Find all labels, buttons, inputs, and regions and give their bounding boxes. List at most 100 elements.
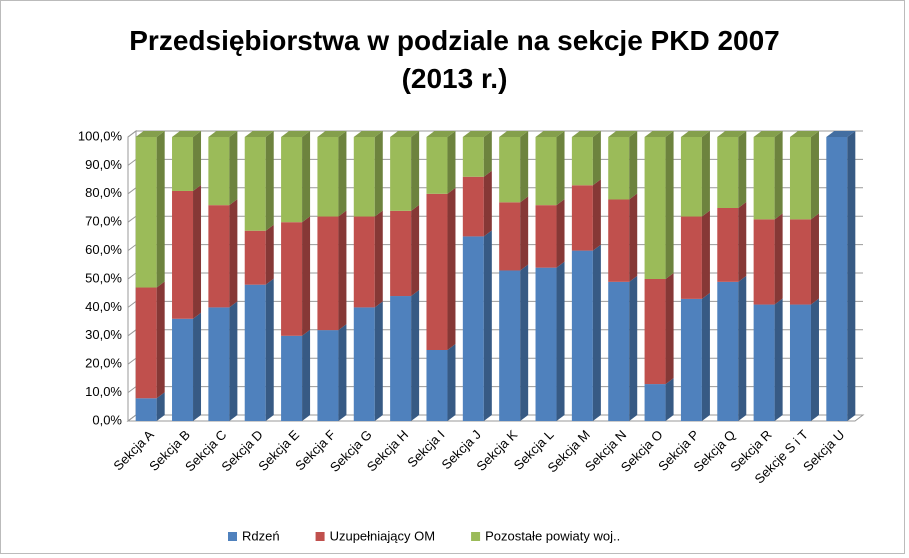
- bar-top: [462, 131, 492, 137]
- bar-segment-side: [374, 131, 383, 217]
- bar-segment: [608, 281, 630, 421]
- bar-segment: [680, 216, 702, 299]
- bar-segment: [462, 236, 484, 421]
- bar-segment-side: [738, 275, 747, 421]
- bar-top: [135, 131, 165, 137]
- y-tick-label: 0,0%: [92, 412, 122, 427]
- bar-segment-side: [520, 131, 529, 203]
- bar-segment: [717, 208, 739, 282]
- bar-segment-side: [411, 290, 420, 421]
- bar-segment: [462, 176, 484, 237]
- bar-segment-side: [156, 131, 165, 288]
- bar-segment: [499, 202, 521, 271]
- bar-segment-side: [701, 210, 710, 299]
- bar-segment-side: [629, 193, 638, 282]
- bar-segment: [317, 216, 339, 331]
- bar-segment-side: [774, 131, 783, 220]
- bar-top: [644, 131, 674, 137]
- chart-title: Przedsiębiorstwa w podziale na sekcje PK…: [129, 25, 780, 94]
- bar-segment: [353, 137, 375, 217]
- bar-segment-side: [156, 281, 165, 399]
- bar-segment: [717, 281, 739, 421]
- bar-segment: [644, 384, 666, 421]
- bar-segment-side: [338, 210, 347, 331]
- bar-segment: [353, 216, 375, 308]
- bar-segment-side: [738, 131, 747, 208]
- bar-segment: [644, 279, 666, 385]
- bar-top: [826, 131, 856, 137]
- bar-segment: [353, 307, 375, 421]
- bar-segment-side: [265, 224, 274, 285]
- bar-segment-side: [374, 210, 383, 308]
- bar-segment-side: [556, 131, 565, 206]
- bar-segment: [753, 137, 775, 220]
- bar-segment: [571, 250, 593, 421]
- bar-top: [172, 131, 202, 137]
- bar-top: [535, 131, 565, 137]
- legend-swatch: [471, 532, 481, 541]
- bar-segment: [535, 267, 557, 421]
- bar-segment: [208, 137, 230, 206]
- bar-segment-side: [338, 131, 347, 217]
- bar-segment: [317, 137, 339, 217]
- bar-segment: [644, 137, 666, 279]
- bar-segment-side: [265, 131, 274, 231]
- bar-segment: [317, 330, 339, 421]
- bar-segment-side: [193, 131, 202, 191]
- legend-swatch: [315, 532, 325, 541]
- bar-segment: [680, 298, 702, 421]
- bar-segment-side: [665, 378, 674, 421]
- bar-segment-side: [193, 312, 202, 421]
- bar-segment-side: [810, 131, 819, 220]
- bar-segment: [535, 137, 557, 206]
- bar-segment: [789, 304, 811, 421]
- bar-segment: [717, 137, 739, 208]
- y-tick-label: 50,0%: [85, 270, 122, 285]
- bar-segment-side: [229, 131, 238, 206]
- bar-segment: [281, 335, 303, 421]
- bar-top: [608, 131, 638, 137]
- bar-segment: [281, 137, 303, 223]
- bar-segment-side: [629, 131, 638, 200]
- floor: [126, 414, 865, 422]
- bar-segment: [172, 318, 194, 421]
- bar-segment-side: [774, 213, 783, 305]
- bar-top: [390, 131, 420, 137]
- bar-segment-side: [847, 131, 856, 421]
- bar-segment-side: [665, 273, 674, 385]
- bar-segment-side: [229, 301, 238, 421]
- legend-label: Uzupełniający OM: [330, 528, 436, 543]
- bar-top: [244, 131, 274, 137]
- bar-segment: [244, 230, 266, 285]
- chart-title-box: Przedsiębiorstwa w podziale na sekcje PK…: [0, 22, 909, 98]
- bar-segment: [426, 193, 448, 350]
- y-tick-label: 40,0%: [85, 299, 122, 314]
- bar-segment-side: [556, 261, 565, 421]
- bar-segment: [135, 398, 157, 421]
- y-tick-label: 100,0%: [78, 128, 123, 143]
- bar-top: [208, 131, 238, 137]
- bar-segment: [571, 137, 593, 186]
- bar-segment: [426, 350, 448, 421]
- bar-segment: [390, 210, 412, 297]
- bar-segment: [390, 296, 412, 421]
- bar-segment: [172, 137, 194, 191]
- bar-segment-side: [483, 230, 492, 421]
- bar-segment-side: [265, 278, 274, 421]
- bar-top: [789, 131, 819, 137]
- bar-segment: [172, 190, 194, 319]
- bar-segment: [753, 304, 775, 421]
- bar-segment-side: [229, 199, 238, 308]
- bar-segment: [244, 284, 266, 421]
- y-tick-label: 20,0%: [85, 356, 122, 371]
- bar-segment: [244, 137, 266, 231]
- legend-swatch: [228, 532, 237, 541]
- bar-segment-side: [665, 131, 674, 279]
- bar-segment-side: [447, 344, 456, 421]
- bar-segment: [390, 137, 412, 211]
- bar-segment-side: [447, 131, 456, 194]
- bar-segment: [680, 137, 702, 217]
- bar-segment: [499, 270, 521, 421]
- bar-top: [717, 131, 747, 137]
